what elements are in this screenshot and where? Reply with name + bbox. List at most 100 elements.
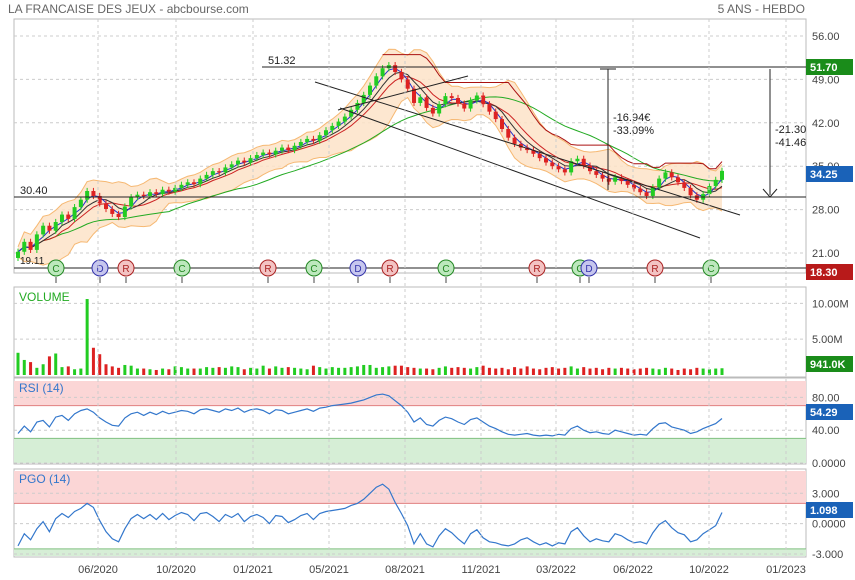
- candle: [500, 115, 504, 133]
- candle: [28, 238, 33, 253]
- volume-bar: [657, 369, 661, 375]
- event-marker: R: [528, 259, 546, 283]
- volume-bar: [337, 367, 341, 375]
- volume-bar: [575, 368, 579, 375]
- event-marker: R: [646, 259, 664, 283]
- period-label: 5 ANS - HEBDO: [718, 2, 805, 16]
- candle: [468, 97, 473, 112]
- volume-bar: [437, 367, 441, 375]
- pgo-line: [17, 483, 723, 548]
- overbought-zone: [14, 471, 806, 504]
- candle: [374, 73, 379, 89]
- candle: [292, 142, 297, 154]
- volume-bar: [311, 365, 315, 375]
- event-letter: D: [96, 264, 103, 275]
- volume-bar: [513, 367, 517, 375]
- candle: [85, 187, 90, 203]
- volume-bar: [645, 367, 649, 375]
- candle: [267, 149, 272, 158]
- volume-bar: [186, 368, 190, 375]
- candle: [116, 210, 121, 221]
- volume-bar: [469, 368, 473, 375]
- range-pct: -41.46: [775, 137, 806, 149]
- event-marker: C: [47, 259, 65, 283]
- candle: [562, 166, 567, 176]
- candle: [97, 192, 102, 207]
- volume-bar: [362, 364, 366, 375]
- candle: [217, 168, 222, 176]
- candle: [531, 146, 536, 157]
- volume-bar: [255, 368, 259, 375]
- candle: [569, 158, 574, 176]
- candle: [556, 163, 561, 173]
- x-tick: 01/2021: [233, 564, 273, 576]
- candle: [437, 101, 442, 117]
- mm100-line: [17, 96, 723, 253]
- candle: [141, 191, 146, 200]
- indicator-tick: -3.000: [812, 549, 843, 561]
- volume-bar: [355, 366, 359, 375]
- candle: [688, 184, 693, 199]
- candle: [104, 200, 108, 213]
- volume-bar: [663, 367, 667, 375]
- time-axis: 06/2020 10/2020 01/2021 05/2021 08/2021 11/20…: [78, 19, 806, 576]
- volume-bar: [154, 369, 158, 375]
- volume-bar: [123, 364, 127, 375]
- volume-bar: [54, 353, 58, 375]
- candle: [481, 92, 486, 108]
- volume-bar: [217, 367, 221, 375]
- ref-label: 30.40: [20, 185, 48, 197]
- volume-bar: [230, 366, 234, 375]
- candle: [135, 191, 140, 201]
- volume-bar: [720, 368, 724, 375]
- volume-bar: [73, 369, 77, 375]
- volume-bar: [267, 368, 271, 375]
- oversold-zone: [14, 548, 806, 556]
- bollinger-lower: [17, 96, 723, 266]
- volume-bar: [35, 367, 39, 375]
- low-price-tag-text: 18.30: [810, 267, 838, 279]
- candle: [506, 125, 511, 141]
- event-letter: C: [442, 264, 449, 275]
- event-letter: C: [310, 264, 317, 275]
- candle: [198, 175, 203, 188]
- candle: [368, 82, 372, 98]
- volume-bar: [582, 367, 586, 375]
- candle: [192, 179, 196, 188]
- price-axis: 56.0049.0042.0035.0028.0021.0051.7034.25…: [806, 31, 853, 280]
- candle: [424, 94, 429, 112]
- candle: [393, 62, 398, 76]
- candle: [311, 135, 316, 144]
- candle: [606, 175, 611, 185]
- volume-bar: [98, 354, 102, 375]
- candle: [330, 122, 335, 134]
- candle: [34, 231, 39, 253]
- candle: [720, 167, 724, 183]
- event-marker: R: [381, 259, 399, 283]
- volume-bar: [456, 367, 460, 375]
- volume-bar: [431, 369, 435, 375]
- candle: [110, 205, 115, 218]
- candle: [493, 108, 498, 123]
- event-letter: C: [576, 264, 583, 275]
- indicator-tick: 3.000: [812, 488, 840, 500]
- candle: [242, 157, 247, 166]
- min-label: 19.11: [20, 256, 45, 267]
- volume-bar: [117, 367, 121, 375]
- volume-bar: [29, 362, 33, 375]
- candle: [22, 238, 27, 255]
- volume-bar: [701, 368, 705, 375]
- price-tick: 28.00: [812, 205, 840, 217]
- last-price-tag-text: 34.25: [810, 169, 838, 181]
- volume-bar: [274, 366, 278, 375]
- candle: [229, 161, 234, 171]
- candle: [154, 189, 159, 198]
- candle: [676, 174, 680, 186]
- bollinger-upper: [17, 48, 723, 247]
- volume-panel: VOLUME 10.00M 5.00M 941.0K: [13, 286, 853, 378]
- indicator-tick: 40.00: [812, 425, 840, 437]
- candle: [122, 203, 127, 221]
- candle: [518, 140, 523, 151]
- volume-bar: [387, 366, 391, 375]
- volume-bar: [443, 366, 447, 375]
